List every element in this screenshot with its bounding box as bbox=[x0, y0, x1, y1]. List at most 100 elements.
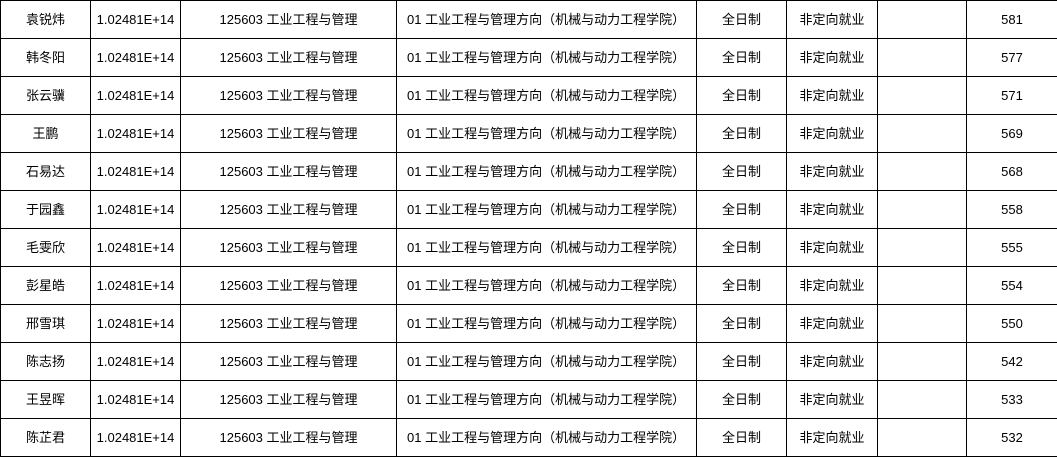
cell-major: 125603 工业工程与管理 bbox=[181, 267, 397, 305]
cell-employment-type: 非定向就业 bbox=[787, 153, 878, 191]
table-row: 王鹏 1.02481E+14 125603 工业工程与管理 01 工业工程与管理… bbox=[1, 115, 1057, 153]
cell-student-name: 于园鑫 bbox=[1, 191, 91, 229]
cell-score: 550 bbox=[967, 305, 1057, 343]
cell-employment-type: 非定向就业 bbox=[787, 343, 878, 381]
cell-employment-type: 非定向就业 bbox=[787, 229, 878, 267]
cell-student-name: 张云骥 bbox=[1, 77, 91, 115]
cell-study-mode: 全日制 bbox=[697, 229, 787, 267]
cell-score: 569 bbox=[967, 115, 1057, 153]
table-row: 陈芷君 1.02481E+14 125603 工业工程与管理 01 工业工程与管… bbox=[1, 419, 1057, 457]
cell-score: 532 bbox=[967, 419, 1057, 457]
cell-student-name: 邢雪琪 bbox=[1, 305, 91, 343]
cell-research-direction: 01 工业工程与管理方向（机械与动力工程学院） bbox=[397, 191, 697, 229]
cell-student-name: 王鹏 bbox=[1, 115, 91, 153]
cell-study-mode: 全日制 bbox=[697, 77, 787, 115]
cell-employment-type: 非定向就业 bbox=[787, 115, 878, 153]
cell-score: 554 bbox=[967, 267, 1057, 305]
cell-candidate-number: 1.02481E+14 bbox=[91, 77, 181, 115]
table-row: 袁锐炜 1.02481E+14 125603 工业工程与管理 01 工业工程与管… bbox=[1, 1, 1057, 39]
cell-research-direction: 01 工业工程与管理方向（机械与动力工程学院） bbox=[397, 1, 697, 39]
cell-research-direction: 01 工业工程与管理方向（机械与动力工程学院） bbox=[397, 229, 697, 267]
cell-research-direction: 01 工业工程与管理方向（机械与动力工程学院） bbox=[397, 39, 697, 77]
cell-employment-type: 非定向就业 bbox=[787, 305, 878, 343]
cell-research-direction: 01 工业工程与管理方向（机械与动力工程学院） bbox=[397, 343, 697, 381]
cell-candidate-number: 1.02481E+14 bbox=[91, 191, 181, 229]
cell-student-name: 毛雯欣 bbox=[1, 229, 91, 267]
cell-research-direction: 01 工业工程与管理方向（机械与动力工程学院） bbox=[397, 305, 697, 343]
cell-major: 125603 工业工程与管理 bbox=[181, 229, 397, 267]
cell-blank bbox=[878, 1, 967, 39]
cell-student-name: 袁锐炜 bbox=[1, 1, 91, 39]
table-row: 于园鑫 1.02481E+14 125603 工业工程与管理 01 工业工程与管… bbox=[1, 191, 1057, 229]
cell-student-name: 陈志扬 bbox=[1, 343, 91, 381]
cell-blank bbox=[878, 381, 967, 419]
cell-research-direction: 01 工业工程与管理方向（机械与动力工程学院） bbox=[397, 381, 697, 419]
cell-blank bbox=[878, 77, 967, 115]
cell-major: 125603 工业工程与管理 bbox=[181, 77, 397, 115]
cell-score: 581 bbox=[967, 1, 1057, 39]
cell-major: 125603 工业工程与管理 bbox=[181, 153, 397, 191]
cell-research-direction: 01 工业工程与管理方向（机械与动力工程学院） bbox=[397, 115, 697, 153]
cell-candidate-number: 1.02481E+14 bbox=[91, 381, 181, 419]
table-row: 石易达 1.02481E+14 125603 工业工程与管理 01 工业工程与管… bbox=[1, 153, 1057, 191]
cell-research-direction: 01 工业工程与管理方向（机械与动力工程学院） bbox=[397, 267, 697, 305]
cell-candidate-number: 1.02481E+14 bbox=[91, 39, 181, 77]
cell-candidate-number: 1.02481E+14 bbox=[91, 153, 181, 191]
cell-candidate-number: 1.02481E+14 bbox=[91, 267, 181, 305]
cell-candidate-number: 1.02481E+14 bbox=[91, 305, 181, 343]
cell-study-mode: 全日制 bbox=[697, 115, 787, 153]
table-row: 张云骥 1.02481E+14 125603 工业工程与管理 01 工业工程与管… bbox=[1, 77, 1057, 115]
cell-employment-type: 非定向就业 bbox=[787, 267, 878, 305]
cell-blank bbox=[878, 267, 967, 305]
cell-major: 125603 工业工程与管理 bbox=[181, 305, 397, 343]
cell-blank bbox=[878, 343, 967, 381]
cell-score: 571 bbox=[967, 77, 1057, 115]
cell-candidate-number: 1.02481E+14 bbox=[91, 115, 181, 153]
cell-blank bbox=[878, 39, 967, 77]
cell-study-mode: 全日制 bbox=[697, 381, 787, 419]
cell-employment-type: 非定向就业 bbox=[787, 381, 878, 419]
cell-employment-type: 非定向就业 bbox=[787, 39, 878, 77]
cell-study-mode: 全日制 bbox=[697, 191, 787, 229]
cell-employment-type: 非定向就业 bbox=[787, 191, 878, 229]
cell-blank bbox=[878, 115, 967, 153]
cell-study-mode: 全日制 bbox=[697, 419, 787, 457]
table-row: 毛雯欣 1.02481E+14 125603 工业工程与管理 01 工业工程与管… bbox=[1, 229, 1057, 267]
table-row: 韩冬阳 1.02481E+14 125603 工业工程与管理 01 工业工程与管… bbox=[1, 39, 1057, 77]
cell-student-name: 韩冬阳 bbox=[1, 39, 91, 77]
cell-blank bbox=[878, 229, 967, 267]
cell-score: 577 bbox=[967, 39, 1057, 77]
cell-major: 125603 工业工程与管理 bbox=[181, 191, 397, 229]
cell-blank bbox=[878, 191, 967, 229]
cell-student-name: 王昱晖 bbox=[1, 381, 91, 419]
cell-major: 125603 工业工程与管理 bbox=[181, 115, 397, 153]
cell-study-mode: 全日制 bbox=[697, 343, 787, 381]
cell-blank bbox=[878, 305, 967, 343]
cell-employment-type: 非定向就业 bbox=[787, 77, 878, 115]
cell-score: 542 bbox=[967, 343, 1057, 381]
cell-research-direction: 01 工业工程与管理方向（机械与动力工程学院） bbox=[397, 153, 697, 191]
cell-score: 555 bbox=[967, 229, 1057, 267]
cell-study-mode: 全日制 bbox=[697, 267, 787, 305]
cell-score: 558 bbox=[967, 191, 1057, 229]
cell-score: 533 bbox=[967, 381, 1057, 419]
cell-major: 125603 工业工程与管理 bbox=[181, 419, 397, 457]
table-row: 陈志扬 1.02481E+14 125603 工业工程与管理 01 工业工程与管… bbox=[1, 343, 1057, 381]
cell-candidate-number: 1.02481E+14 bbox=[91, 229, 181, 267]
cell-major: 125603 工业工程与管理 bbox=[181, 1, 397, 39]
cell-study-mode: 全日制 bbox=[697, 153, 787, 191]
cell-candidate-number: 1.02481E+14 bbox=[91, 419, 181, 457]
cell-blank bbox=[878, 153, 967, 191]
cell-candidate-number: 1.02481E+14 bbox=[91, 343, 181, 381]
cell-research-direction: 01 工业工程与管理方向（机械与动力工程学院） bbox=[397, 419, 697, 457]
cell-student-name: 彭星皓 bbox=[1, 267, 91, 305]
cell-study-mode: 全日制 bbox=[697, 39, 787, 77]
cell-candidate-number: 1.02481E+14 bbox=[91, 1, 181, 39]
cell-student-name: 陈芷君 bbox=[1, 419, 91, 457]
cell-score: 568 bbox=[967, 153, 1057, 191]
cell-blank bbox=[878, 419, 967, 457]
cell-major: 125603 工业工程与管理 bbox=[181, 343, 397, 381]
cell-research-direction: 01 工业工程与管理方向（机械与动力工程学院） bbox=[397, 77, 697, 115]
